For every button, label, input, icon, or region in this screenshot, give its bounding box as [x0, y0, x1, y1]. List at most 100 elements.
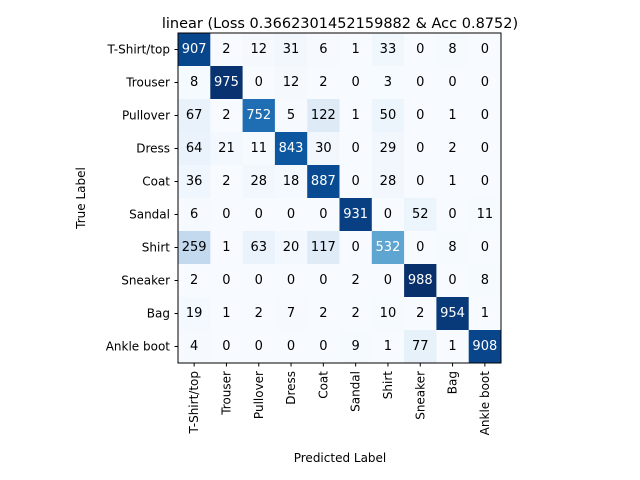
cell-value-label: 19 [186, 306, 203, 321]
x-axis-ticks: T-Shirt/top Trouser Pullover Dress Coat Sanda… [187, 363, 492, 435]
heatmap-cell [371, 198, 405, 232]
heatmap-cell [404, 99, 437, 133]
heatmap-cell [404, 330, 437, 364]
heatmap-cell [178, 231, 211, 265]
heatmap-cell [178, 132, 211, 166]
cell-value-label: 0 [255, 75, 263, 90]
heatmap-cell [339, 33, 373, 67]
heatmap-cell [307, 165, 340, 199]
heatmap-cell [210, 132, 243, 166]
cell-value-label: 2 [255, 306, 263, 321]
y-tick-label: T-Shirt/top [107, 43, 170, 57]
heatmap-cell [242, 99, 276, 133]
heatmap-cell [339, 165, 373, 199]
heatmap-cell [210, 231, 243, 265]
y-tick-label: Dress [136, 142, 170, 156]
heatmap-cell [468, 99, 502, 133]
cell-value-label: 0 [255, 207, 263, 222]
heatmap-cell [242, 66, 276, 100]
cell-value-label: 0 [255, 273, 263, 288]
heatmap-cell [274, 66, 308, 100]
x-axis-label: Predicted Label [294, 451, 387, 465]
cell-value-label: 0 [222, 339, 230, 354]
cell-value-label: 0 [352, 240, 360, 255]
heatmap-cell [371, 33, 405, 67]
heatmap-cell [242, 231, 276, 265]
heatmap-cell [468, 198, 502, 232]
cell-value-label: 64 [186, 141, 203, 156]
heatmap-cell [178, 33, 211, 67]
y-tick-label: Coat [142, 175, 170, 189]
cell-value-label: 259 [182, 240, 207, 255]
chart-title: linear (Loss 0.3662301452159882 & Acc 0.… [162, 16, 518, 32]
heatmap-cell [178, 198, 211, 232]
y-tick-label: Trouser [125, 76, 170, 90]
cell-value-label: 1 [222, 306, 230, 321]
heatmap-cell [210, 330, 243, 364]
heatmap-cell [371, 231, 405, 265]
heatmap-cell [404, 198, 437, 232]
heatmap-cell [468, 165, 502, 199]
heatmap-cell [242, 132, 276, 166]
cell-value-label: 8 [481, 273, 489, 288]
cell-value-label: 10 [380, 306, 397, 321]
cell-value-label: 0 [222, 273, 230, 288]
heatmap-cell [468, 264, 502, 298]
cell-value-label: 908 [472, 339, 497, 354]
heatmap-cell [178, 99, 211, 133]
cell-value-label: 1 [352, 42, 360, 57]
heatmap-cell [436, 165, 470, 199]
y-axis-ticks: T-Shirt/top Trouser Pullover Dress Coat Sanda… [106, 43, 178, 354]
cell-value-label: 31 [283, 42, 300, 57]
heatmap-cell [468, 132, 502, 166]
cell-value-label: 2 [222, 108, 230, 123]
cell-value-label: 2 [352, 273, 360, 288]
y-tick-label: Sandal [129, 208, 170, 222]
heatmap-cell [307, 132, 340, 166]
heatmap-cell [274, 264, 308, 298]
cell-value-label: 29 [380, 141, 397, 156]
heatmap-cell [371, 132, 405, 166]
heatmap-cell [307, 99, 340, 133]
heatmap-cell [436, 231, 470, 265]
heatmap-cell [371, 330, 405, 364]
cell-value-label: 0 [222, 207, 230, 222]
heatmap-cell [404, 231, 437, 265]
heatmap-cell [242, 264, 276, 298]
x-tick-label: Pullover [252, 371, 266, 419]
x-tick-label: Ankle boot [478, 371, 492, 436]
heatmap-cell [242, 297, 276, 331]
cell-value-label: 0 [416, 108, 424, 123]
heatmap-cell [178, 264, 211, 298]
heatmap-cell [468, 330, 502, 364]
heatmap-cell [274, 132, 308, 166]
heatmap-cell [210, 33, 243, 67]
cell-value-label: 28 [380, 174, 397, 189]
heatmap-cell [274, 330, 308, 364]
heatmap-cell [339, 330, 373, 364]
cell-value-label: 0 [448, 75, 456, 90]
cell-value-label: 0 [352, 174, 360, 189]
heatmap-cell [178, 165, 211, 199]
heatmap-cell [274, 33, 308, 67]
cell-value-label: 8 [190, 75, 198, 90]
cell-value-label: 122 [311, 108, 336, 123]
heatmap-cell [274, 99, 308, 133]
cell-value-label: 117 [311, 240, 336, 255]
heatmap-cell-labels: 907 2 12 31 6 1 33 0 8 08 975 0 12 2 0 3 0 0 067 2 752 5 122 1 5… [182, 42, 498, 354]
heatmap-cell [436, 297, 470, 331]
heatmap-cell [371, 264, 405, 298]
x-tick-label: Shirt [381, 371, 395, 399]
cell-value-label: 21 [218, 141, 235, 156]
heatmap-cell [339, 231, 373, 265]
cell-value-label: 0 [481, 174, 489, 189]
heatmap-cell [436, 33, 470, 67]
cell-value-label: 33 [380, 42, 397, 57]
cell-value-label: 1 [448, 174, 456, 189]
heatmap-cell [178, 66, 211, 100]
heatmap-cell [371, 99, 405, 133]
x-tick-label: Sneaker [413, 371, 427, 420]
heatmap-cell [404, 66, 437, 100]
cell-value-label: 0 [416, 240, 424, 255]
cell-value-label: 1 [481, 306, 489, 321]
